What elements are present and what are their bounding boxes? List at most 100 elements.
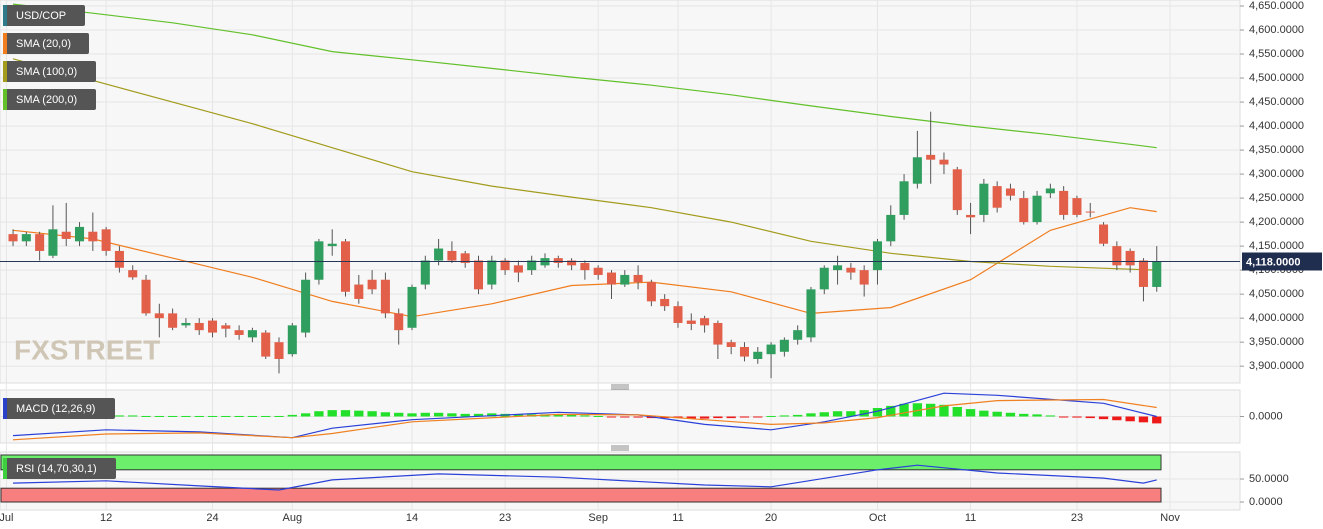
histogram-bar — [593, 415, 603, 417]
histogram-bar — [287, 414, 297, 417]
y-tick-label: 3,950.0000 — [1249, 336, 1304, 348]
x-tick-label: 23 — [499, 512, 511, 524]
candle-body — [261, 332, 271, 357]
histogram-bar — [460, 413, 470, 417]
candle-body — [1138, 260, 1148, 287]
histogram-bar — [686, 416, 696, 419]
splitter-handle[interactable] — [611, 384, 629, 390]
indicator-line — [12, 58, 1157, 271]
histogram-bar — [779, 415, 790, 417]
candle-body — [1085, 211, 1095, 213]
splitter-handle[interactable] — [611, 445, 629, 451]
candle-body — [1125, 250, 1135, 266]
histogram-bar — [1005, 412, 1016, 417]
legend-box — [3, 61, 96, 82]
candle-body — [806, 289, 816, 338]
y-tick-label: 4,450.0000 — [1249, 96, 1304, 108]
candle-body — [141, 279, 151, 314]
legend-box — [3, 398, 115, 419]
histogram-bar — [793, 414, 803, 417]
legend-label: MACD (12,26,9) — [16, 403, 95, 415]
candle-body — [979, 183, 989, 215]
candle-body — [354, 284, 364, 299]
candle-body — [434, 248, 444, 261]
histogram-bar — [726, 416, 736, 419]
histogram-bar — [513, 414, 524, 417]
x-tick-label: 11 — [672, 512, 683, 524]
candle-body — [753, 351, 763, 359]
candle-body — [88, 231, 98, 242]
candle-body — [21, 234, 31, 242]
candle-body — [181, 322, 191, 326]
x-tick-label: 12 — [100, 512, 112, 524]
legend-swatch — [3, 89, 7, 110]
candle-body — [1099, 224, 1109, 244]
y-tick-label: 3,900.0000 — [1249, 360, 1304, 372]
x-tick-label: Nov — [1160, 512, 1180, 524]
candle-body — [154, 313, 164, 319]
histogram-bar — [327, 410, 337, 417]
x-tick-label: 24 — [206, 512, 218, 524]
histogram-bar — [420, 412, 430, 417]
histogram-bar — [899, 403, 909, 417]
y-tick-label: 4,000.0000 — [1249, 312, 1304, 324]
histogram-bar — [207, 415, 218, 417]
candle-body — [779, 339, 789, 352]
legend-label: SMA (100,0) — [16, 66, 77, 78]
legend-label: SMA (200,0) — [16, 94, 77, 106]
histogram-bar — [952, 406, 962, 417]
x-tick-label: Sep — [588, 512, 608, 524]
candle-body — [1045, 188, 1055, 194]
legend-label: USD/COP — [16, 10, 66, 22]
candle-body — [700, 318, 710, 326]
histogram-bar — [620, 416, 630, 418]
histogram-bar — [473, 413, 484, 417]
x-tick-label: Jul — [0, 512, 13, 524]
candle-body — [527, 260, 537, 271]
x-tick-label: Aug — [283, 512, 303, 524]
candle-body — [327, 243, 337, 247]
histogram-bar — [606, 416, 617, 418]
histogram-bar — [1032, 414, 1042, 417]
candle-body — [394, 313, 404, 331]
histogram-bar — [806, 413, 816, 417]
candle-body — [766, 344, 776, 355]
histogram-bar — [433, 412, 444, 417]
histogram-bar — [367, 411, 377, 417]
histogram-bar — [979, 410, 989, 417]
y-tick-label: 4,600.0000 — [1249, 24, 1304, 36]
candle-body — [620, 274, 630, 285]
candle-body — [660, 298, 670, 307]
legend-box — [3, 89, 96, 110]
candle-body — [301, 279, 311, 333]
y-tick-label: 0.0000 — [1249, 410, 1283, 422]
candle-body — [35, 234, 45, 251]
candle-body — [859, 270, 869, 285]
candle-body — [966, 214, 976, 218]
candle-body — [168, 313, 178, 328]
histogram-bar — [314, 411, 324, 417]
histogram-bar — [300, 413, 311, 417]
candle-body — [340, 241, 351, 292]
y-tick-label: 4,550.0000 — [1249, 48, 1304, 60]
candle-body — [1005, 188, 1015, 196]
histogram-bar — [114, 415, 125, 417]
legend-swatch — [3, 458, 7, 479]
histogram-bar — [1059, 416, 1069, 418]
histogram-bar — [739, 416, 750, 418]
y-tick-label: 0.0000 — [1249, 496, 1283, 508]
legend-box — [3, 33, 89, 54]
histogram-bar — [1098, 416, 1109, 420]
y-tick-label: 4,050.0000 — [1249, 288, 1304, 300]
candle-body — [819, 267, 829, 290]
candle-body — [846, 267, 856, 273]
histogram-bar — [1085, 416, 1095, 419]
histogram-bar — [753, 416, 763, 418]
indicator-line — [12, 398, 1157, 441]
candle-body — [1019, 198, 1029, 223]
histogram-bar — [766, 415, 776, 417]
candle-body — [380, 279, 390, 314]
overbought-band — [0, 454, 1162, 471]
indicator-line — [12, 3, 1157, 149]
